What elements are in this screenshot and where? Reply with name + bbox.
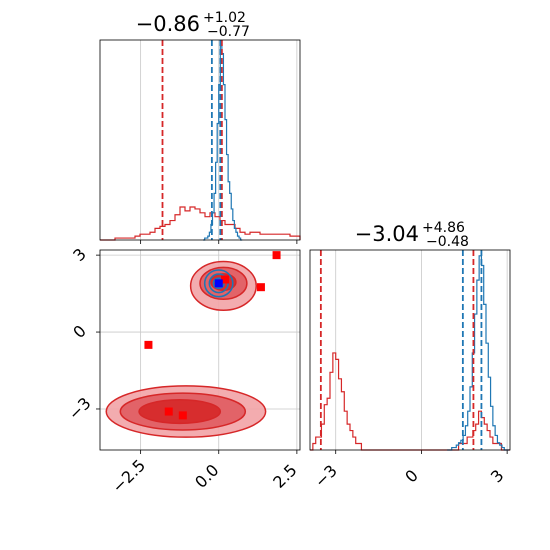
title-1-lower: −0.77 [207, 24, 250, 40]
marginal-panel-param-2: −3 0 3 [309, 249, 511, 491]
blue-histogram-param-1 [203, 45, 243, 241]
panel-frame [309, 249, 511, 451]
red-marker [272, 251, 281, 260]
title-1-value: −0.86 [136, 12, 200, 36]
tick-label-x: 0 [401, 466, 422, 487]
marginal-panel-param-1 [99, 39, 301, 244]
red-histogram-param-1 [100, 206, 301, 241]
panel-frame [99, 39, 301, 241]
panel-frame [99, 249, 301, 451]
title-param-2: −3.04 +4.86 −0.48 [355, 220, 469, 250]
tick-label-x: 3 [487, 466, 508, 487]
blue-contour [203, 269, 234, 298]
tick-label-x: 2.5 [269, 460, 300, 491]
tick-label-y: 0 [69, 321, 90, 342]
red-marker [178, 411, 187, 420]
title-2-upper: +4.86 [422, 220, 465, 236]
red-marker [144, 340, 153, 349]
title-1-upper: +1.02 [203, 10, 246, 26]
red-marker [164, 407, 173, 416]
red-marker [256, 283, 265, 292]
tick-label-x: 0.0 [191, 460, 222, 491]
joint-panel: −2.5 0.0 2.5 −3 0 3 [65, 244, 301, 496]
tick-label-x: −2.5 [108, 456, 149, 497]
blue-marker [214, 279, 223, 288]
blue-histogram-param-2 [447, 255, 509, 451]
title-2-value: −3.04 [355, 222, 419, 246]
tick-label-y: −3 [65, 394, 95, 424]
red-marker [221, 275, 229, 284]
title-2-lower: −0.48 [426, 234, 469, 250]
red-histogram-param-2 [310, 352, 510, 451]
tick-label-y: 3 [69, 244, 90, 265]
title-param-1: −0.86 +1.02 −0.77 [136, 10, 250, 40]
tick-label-x: −3 [311, 461, 341, 491]
